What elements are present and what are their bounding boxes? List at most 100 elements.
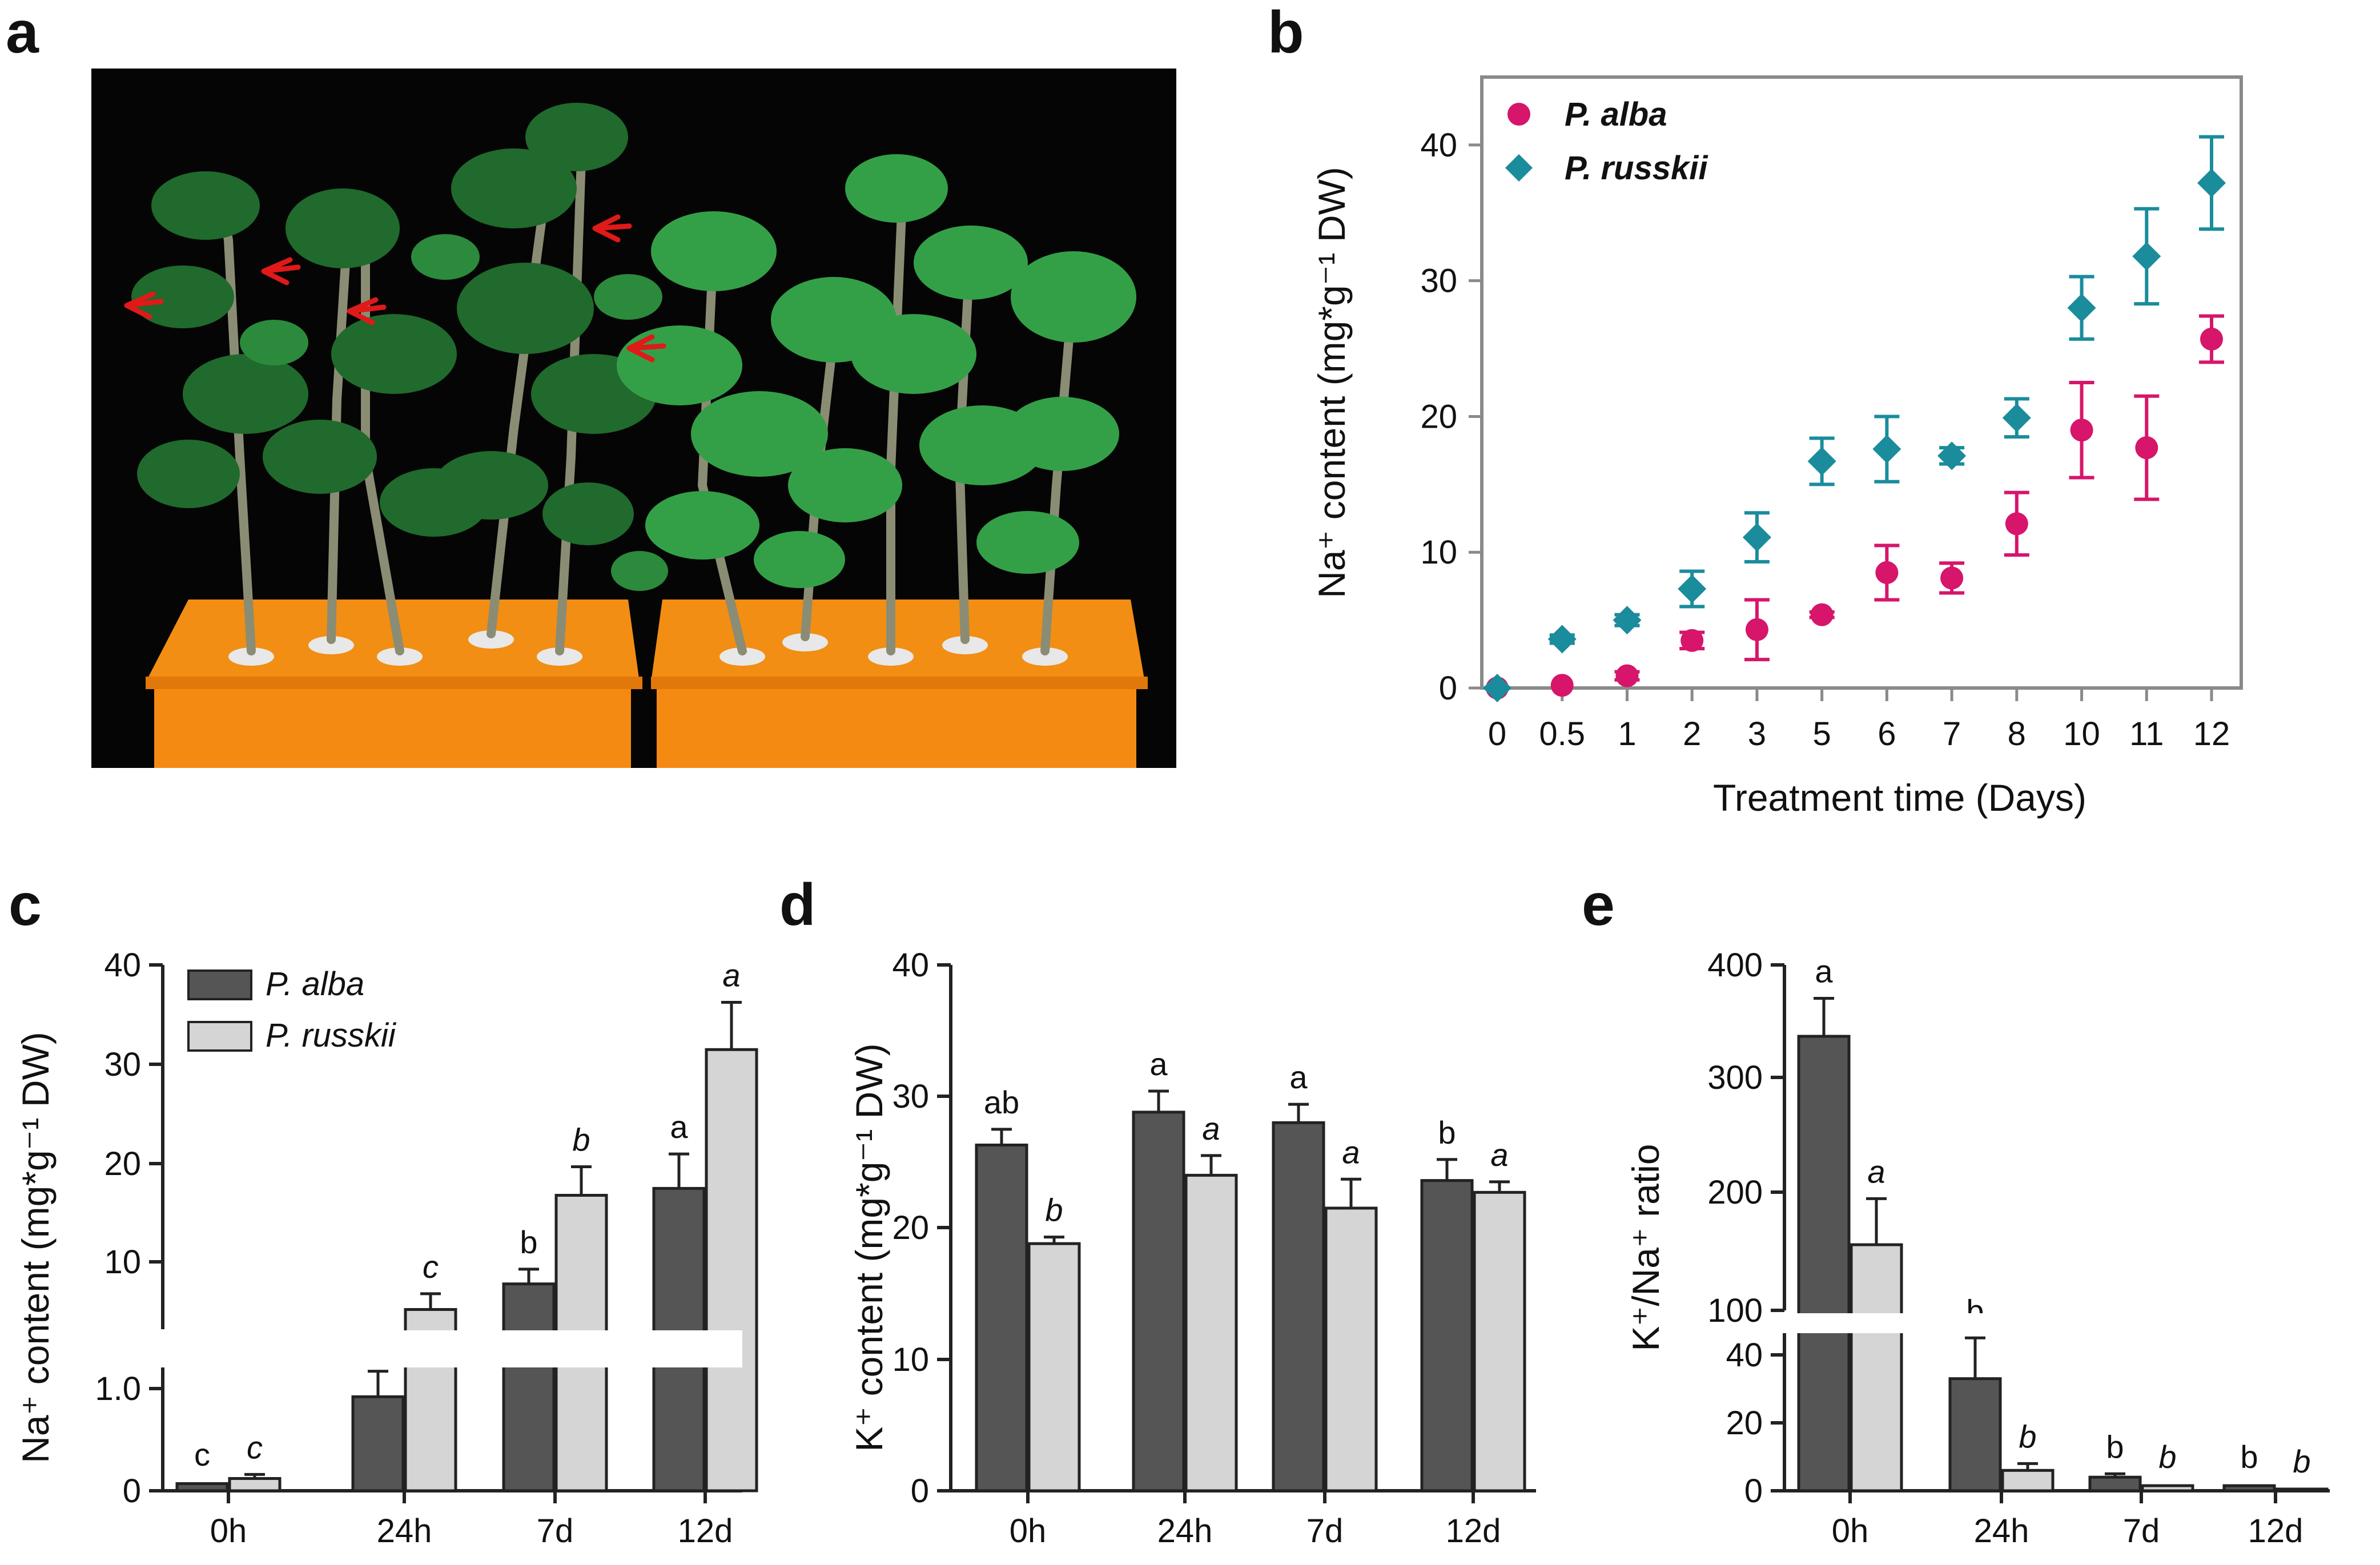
data-point-russkii	[1678, 574, 1707, 604]
data-point-russkii	[1547, 625, 1577, 654]
bar-russkii	[705, 1048, 758, 1492]
data-point-alba	[1745, 618, 1768, 641]
y-tick-label: 10	[104, 1244, 141, 1281]
x-tick-label: 0	[1488, 715, 1506, 753]
y-tick-label: 10	[1420, 534, 1457, 571]
x-tick-label: 12d	[2248, 1512, 2303, 1550]
data-point-alba	[1550, 674, 1574, 697]
bar-russkii	[1027, 1242, 1081, 1492]
y-tick-label: 20	[892, 1209, 929, 1246]
x-tick-label: 7d	[2123, 1512, 2160, 1550]
panel-label-b: b	[1268, 0, 1304, 66]
x-tick-label: 12d	[1446, 1512, 1501, 1550]
bar-alba	[1420, 1179, 1474, 1492]
x-tick-label: 12d	[678, 1512, 733, 1550]
legend-swatch-alba	[187, 969, 252, 1000]
legend-label-russkii: P. russkii	[266, 1017, 397, 1054]
data-point-alba	[1875, 561, 1899, 584]
significance-label: b	[2158, 1439, 2176, 1475]
data-point-alba	[2070, 419, 2093, 442]
data-point-russkii	[1807, 446, 1836, 476]
panel-label-e: e	[1582, 872, 1615, 938]
bar-alba	[175, 1482, 229, 1492]
bar-russkii	[2275, 1487, 2329, 1492]
data-point-russkii	[1742, 523, 1771, 552]
y-tick-label: 20	[104, 1145, 141, 1182]
significance-label: c	[423, 1249, 439, 1285]
y-tick-label: 40	[1420, 127, 1457, 164]
significance-label: c	[194, 1437, 210, 1473]
y-tick-label: 0	[1439, 670, 1457, 707]
x-tick-label: 0h	[1010, 1512, 1047, 1550]
significance-label: a	[1149, 1046, 1168, 1082]
panel-label-c: c	[9, 872, 42, 938]
y-axis-label: K⁺ content (mg*g⁻¹ DW)	[848, 1043, 890, 1451]
significance-label: b	[2293, 1443, 2310, 1479]
y-tick-label: 0	[1744, 1473, 1763, 1510]
y-tick-label: 40	[1726, 1337, 1763, 1374]
significance-label: b	[2240, 1439, 2258, 1475]
significance-label: a	[722, 957, 740, 993]
y-tick-label: 10	[892, 1341, 929, 1378]
significance-label: b	[2019, 1418, 2036, 1454]
significance-label: b	[2106, 1429, 2124, 1465]
x-tick-label: 7d	[1306, 1512, 1344, 1550]
bar-russkii	[1324, 1206, 1378, 1492]
x-tick-label: 5	[1813, 715, 1831, 753]
significance-label: a	[1490, 1137, 1508, 1173]
cups	[228, 630, 1068, 666]
significance-label: a	[1815, 953, 1833, 989]
bar-alba	[1132, 1111, 1185, 1492]
bar-russkii	[2001, 1469, 2055, 1492]
data-point-alba	[1940, 566, 1964, 590]
y-tick-label: 30	[1420, 263, 1457, 300]
bar-russkii	[1850, 1243, 1903, 1492]
significance-label: b	[572, 1121, 590, 1157]
y-tick-label: 20	[1420, 398, 1457, 435]
data-marks	[1483, 135, 2226, 702]
bar-alba	[1797, 1035, 1851, 1492]
x-tick-label: 24h	[377, 1512, 432, 1550]
x-tick-label: 7	[1943, 715, 1961, 753]
x-axis-ticks: 0 0.5 1 2 3 5 6 7 8 10 11 12	[1488, 688, 2230, 753]
significance-label: a	[1202, 1111, 1220, 1146]
panel-label-d: d	[779, 872, 816, 938]
legend-swatch-russkii	[187, 1021, 252, 1052]
bar-alba	[1948, 1377, 2002, 1492]
data-point-alba	[2200, 327, 2223, 351]
legend-marker-alba	[1507, 103, 1530, 126]
significance-label: b	[1438, 1115, 1456, 1150]
foliage	[131, 103, 1136, 591]
tray-right	[651, 600, 1148, 768]
y-axis-ticks: 0 10 20 30 40	[1420, 127, 1482, 707]
x-tick-label: 12	[2193, 715, 2230, 753]
data-point-russkii	[2002, 403, 2031, 432]
y-tick-label: 20	[1726, 1405, 1763, 1442]
axis-break-gap	[1767, 1313, 2330, 1333]
legend-label-alba: P. alba	[266, 965, 364, 1003]
arrow-markers	[124, 214, 666, 363]
data-point-russkii	[2197, 168, 2226, 198]
x-tick-label: 8	[2008, 715, 2026, 753]
bar-alba	[2222, 1484, 2276, 1492]
data-point-russkii	[1613, 606, 1642, 635]
bar-russkii	[1184, 1173, 1238, 1492]
bar-alba	[975, 1143, 1028, 1492]
x-tick-label: 1	[1618, 715, 1636, 753]
data-point-russkii	[1937, 441, 1967, 470]
y-tick-label: 400	[1707, 947, 1763, 984]
x-tick-label: 0h	[210, 1512, 247, 1550]
x-tick-label: 24h	[1157, 1512, 1213, 1550]
x-tick-label: 3	[1748, 715, 1766, 753]
x-tick-label: 11	[2129, 715, 2164, 753]
y-axis-label: Na⁺ content (mg*g⁻¹ DW)	[14, 1032, 57, 1463]
y-tick-label: 40	[892, 947, 929, 984]
legend-marker-russkii	[1505, 154, 1533, 182]
bar-russkii	[228, 1477, 282, 1492]
bar-alba	[351, 1395, 405, 1492]
